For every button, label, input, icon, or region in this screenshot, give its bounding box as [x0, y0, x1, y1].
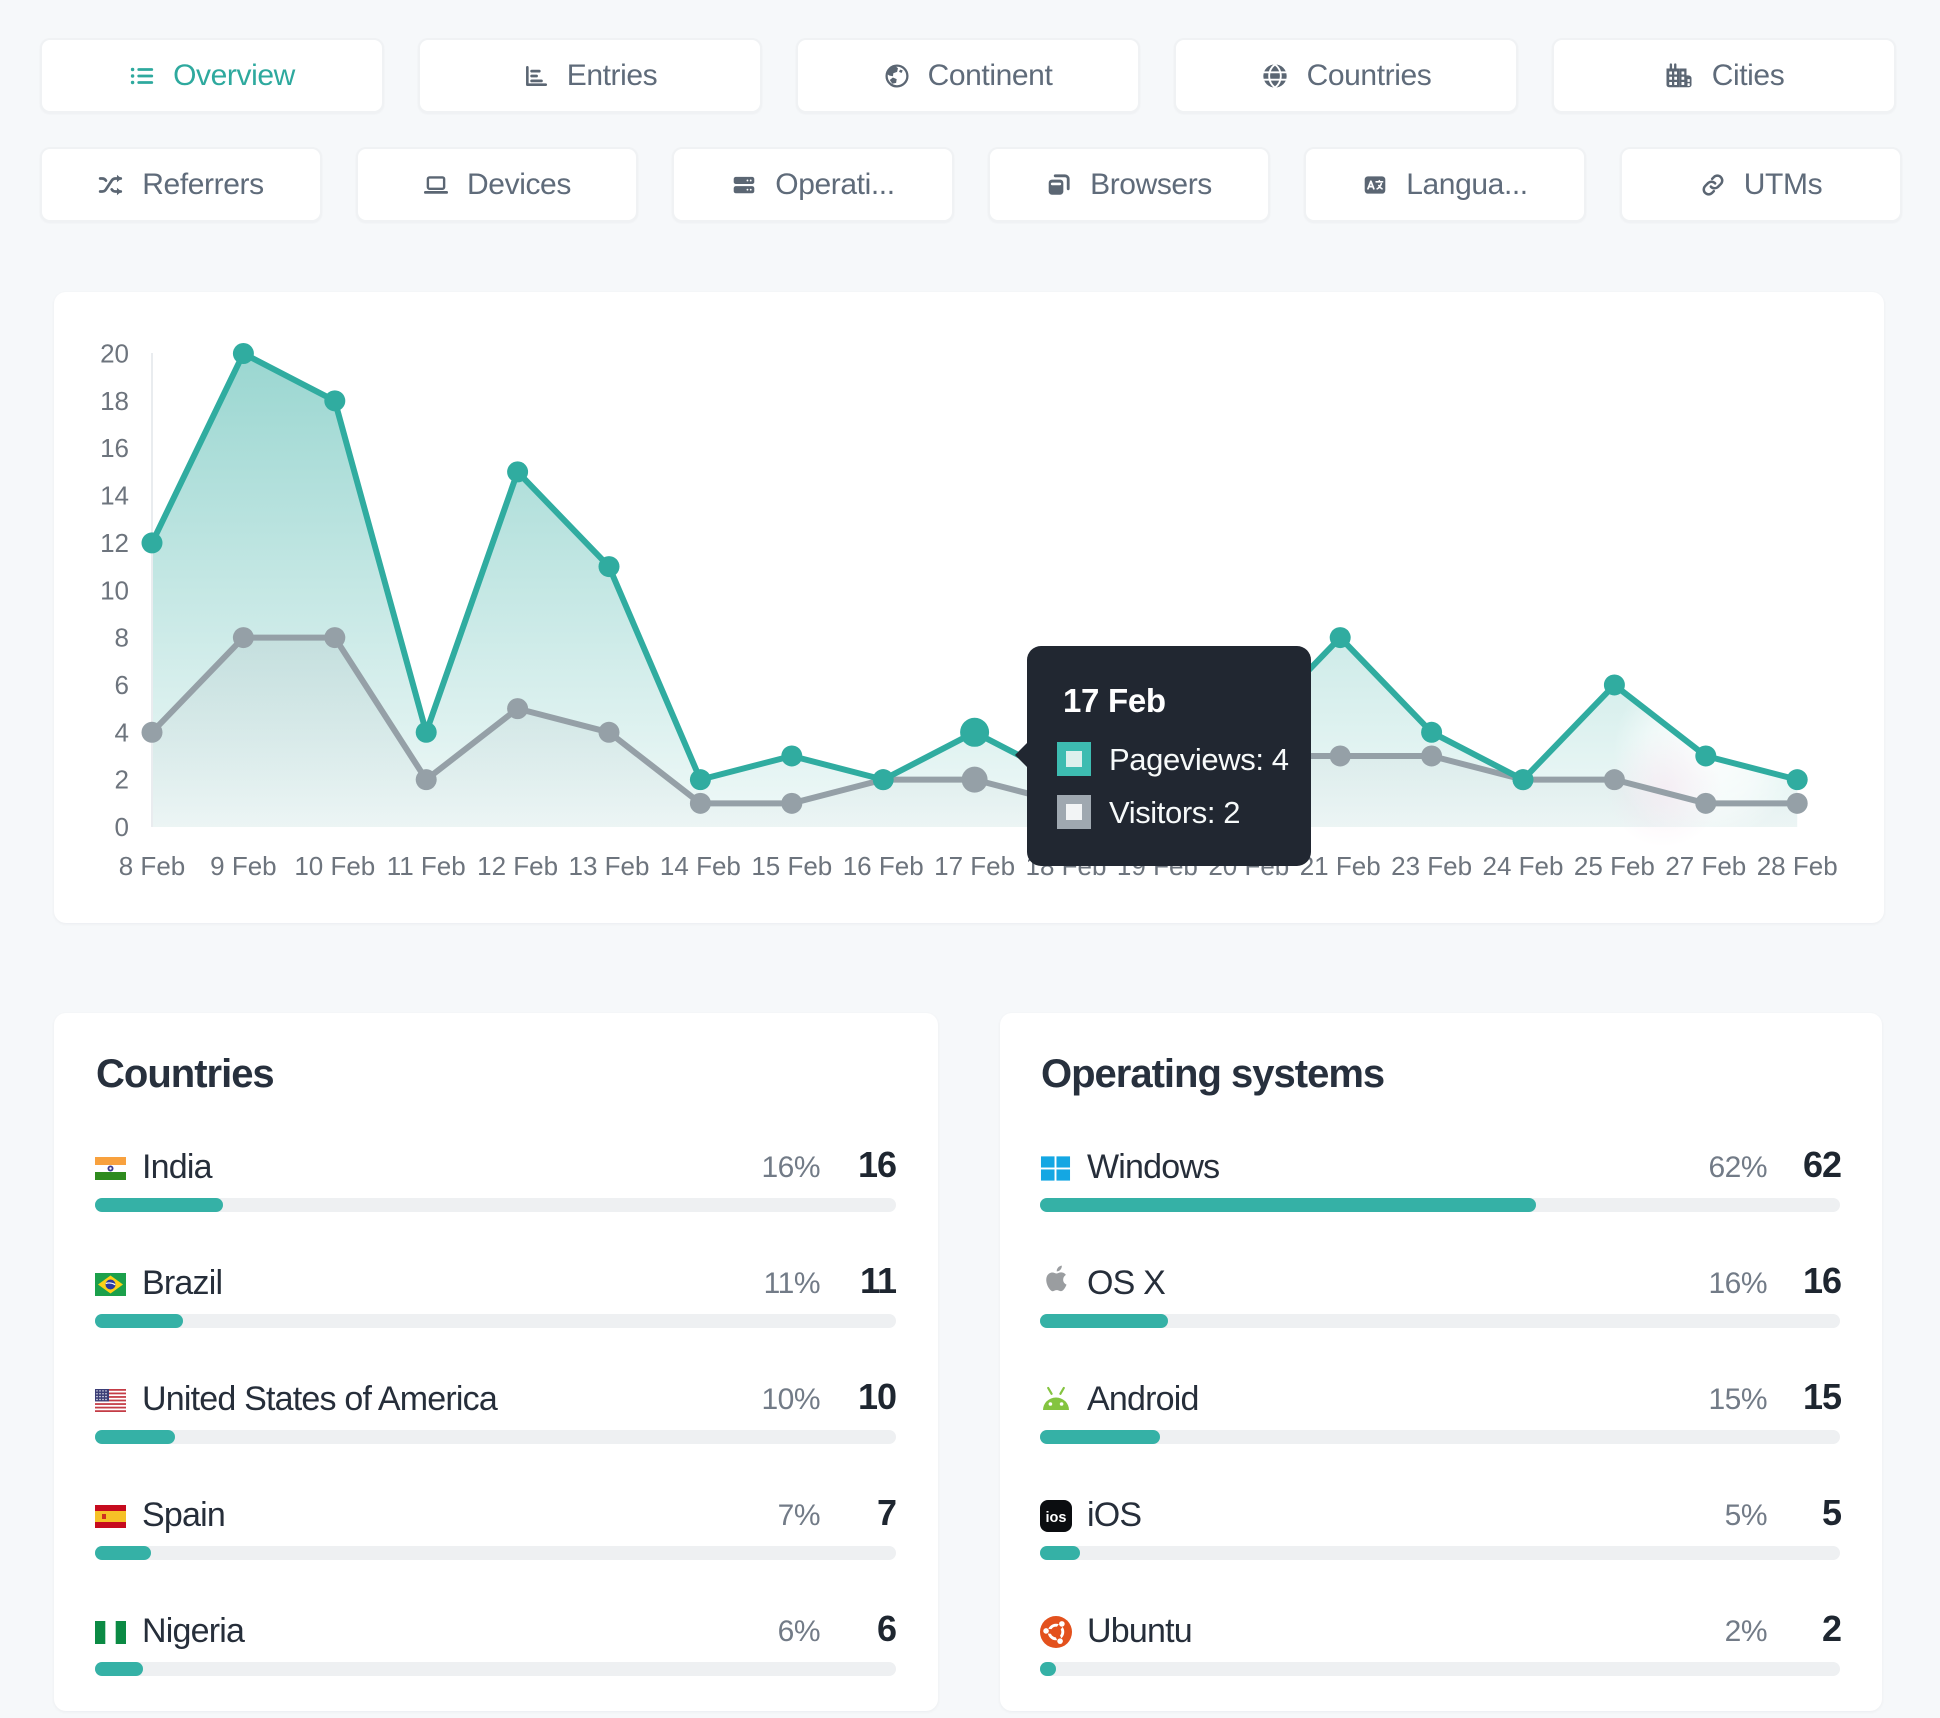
- svg-text:9 Feb: 9 Feb: [210, 851, 277, 881]
- svg-text:10: 10: [100, 575, 129, 605]
- svg-text:2: 2: [115, 765, 129, 795]
- svg-text:27 Feb: 27 Feb: [1665, 851, 1746, 881]
- svg-text:16: 16: [100, 433, 129, 463]
- svg-text:8 Feb: 8 Feb: [119, 851, 186, 881]
- svg-text:4: 4: [115, 717, 129, 747]
- svg-text:24 Feb: 24 Feb: [1483, 851, 1564, 881]
- svg-text:11 Feb: 11 Feb: [387, 851, 466, 881]
- svg-text:6: 6: [115, 670, 129, 700]
- svg-text:16 Feb: 16 Feb: [843, 851, 924, 881]
- svg-text:ios: ios: [1046, 1510, 1067, 1526]
- svg-text:8: 8: [115, 623, 129, 653]
- svg-text:25 Feb: 25 Feb: [1574, 851, 1655, 881]
- svg-text:28 Feb: 28 Feb: [1757, 851, 1838, 881]
- svg-text:14 Feb: 14 Feb: [660, 851, 741, 881]
- svg-text:21 Feb: 21 Feb: [1300, 851, 1381, 881]
- svg-text:17 Feb: 17 Feb: [934, 851, 1015, 881]
- svg-text:10 Feb: 10 Feb: [294, 851, 375, 881]
- svg-text:12 Feb: 12 Feb: [477, 851, 558, 881]
- svg-text:18: 18: [100, 386, 129, 416]
- svg-text:20: 20: [100, 339, 129, 369]
- svg-text:12: 12: [100, 528, 129, 558]
- svg-text:13 Feb: 13 Feb: [569, 851, 650, 881]
- svg-text:0: 0: [115, 812, 129, 842]
- svg-text:15 Feb: 15 Feb: [751, 851, 832, 881]
- svg-text:23 Feb: 23 Feb: [1391, 851, 1472, 881]
- svg-text:14: 14: [100, 481, 129, 511]
